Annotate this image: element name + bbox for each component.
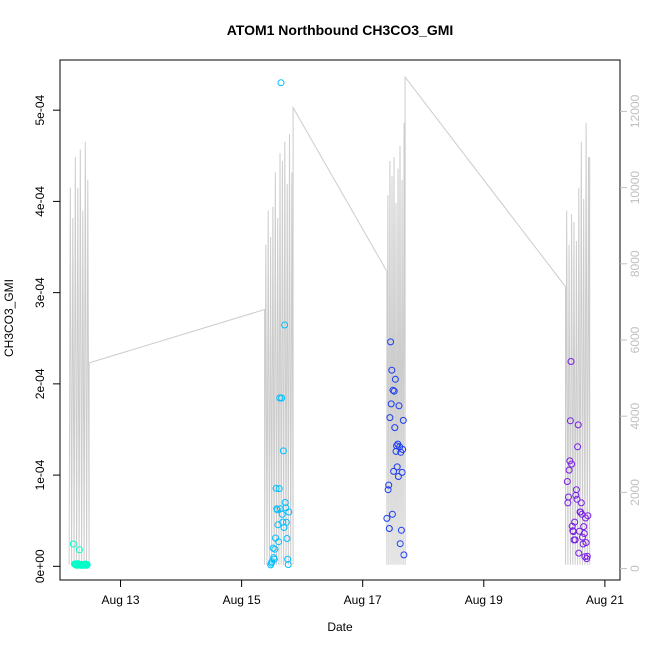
y2-tick-label: 12000 bbox=[628, 94, 642, 128]
data-point-flight-3 bbox=[388, 510, 396, 518]
y2-tick-label: 10000 bbox=[628, 171, 642, 205]
data-point-flight-4 bbox=[580, 523, 588, 531]
data-point-flight-2 bbox=[269, 544, 277, 552]
x-tick-label: Aug 13 bbox=[102, 593, 140, 607]
x-axis: Aug 13 Aug 15 Aug 17 Aug 19 Aug 21 bbox=[102, 580, 624, 607]
data-point-flight-2 bbox=[281, 499, 289, 506]
y2-tick-label: 0 bbox=[628, 565, 642, 572]
data-point-flight-3 bbox=[387, 400, 395, 408]
data-point-flight-3 bbox=[391, 375, 399, 383]
data-point-flight-2 bbox=[271, 545, 279, 553]
data-point-flight-2 bbox=[272, 484, 280, 492]
data-point-flight-4 bbox=[581, 553, 589, 561]
data-point-flight-2 bbox=[284, 555, 292, 563]
data-point-flight-4 bbox=[574, 421, 582, 429]
data-point-flight-2 bbox=[278, 394, 286, 402]
altitude-trace-line bbox=[68, 75, 591, 565]
data-point-flight-4 bbox=[571, 536, 579, 544]
data-point-flight-3 bbox=[391, 424, 399, 432]
data-point-flight-3 bbox=[389, 386, 397, 394]
y-tick-label: 1e-04 bbox=[33, 459, 47, 490]
data-point-flight-2 bbox=[285, 508, 293, 516]
secondary-y-axis: 0 2000 4000 6000 8000 10000 12000 bbox=[620, 94, 642, 572]
data-point-flight-3 bbox=[385, 481, 393, 489]
data-point-flight-3 bbox=[393, 442, 401, 450]
y2-tick-label: 2000 bbox=[628, 479, 642, 506]
data-point-flight-4 bbox=[583, 552, 591, 560]
data-point-flight-3 bbox=[395, 402, 403, 410]
x-tick-label: Aug 17 bbox=[344, 593, 382, 607]
data-point-flight-3 bbox=[397, 526, 405, 534]
plot-area-frame bbox=[59, 59, 621, 581]
data-point-flight-3 bbox=[394, 473, 402, 480]
data-point-flight-1 bbox=[75, 546, 83, 554]
data-point-flight-3 bbox=[390, 467, 398, 475]
data-point-flight-3 bbox=[398, 468, 406, 476]
data-point-flight-4 bbox=[566, 417, 574, 425]
data-point-flight-3 bbox=[388, 366, 396, 374]
data-point-flight-4 bbox=[572, 486, 580, 494]
data-point-flight-2 bbox=[270, 554, 278, 562]
data-point-flight-4 bbox=[573, 495, 581, 503]
data-point-flight-3 bbox=[393, 463, 401, 471]
data-point-flight-4 bbox=[577, 499, 585, 507]
data-point-flight-2 bbox=[277, 79, 285, 87]
data-point-flight-3 bbox=[396, 540, 404, 548]
data-point-flight-4 bbox=[582, 539, 590, 547]
data-point-flight-1 bbox=[78, 561, 86, 569]
data-point-flight-3 bbox=[400, 551, 408, 559]
data-point-flight-4 bbox=[574, 443, 582, 451]
data-point-flight-4 bbox=[580, 530, 588, 537]
x-tick-label: Aug 15 bbox=[223, 593, 261, 607]
data-point-flight-3 bbox=[399, 446, 407, 453]
data-point-flight-4 bbox=[563, 478, 571, 485]
y-tick-label: 5e-04 bbox=[33, 95, 47, 126]
data-point-flight-2 bbox=[282, 518, 290, 526]
data-point-flight-2 bbox=[275, 538, 283, 546]
y-tick-label: 4e-04 bbox=[33, 186, 47, 217]
data-point-flight-3 bbox=[399, 416, 407, 424]
y2-tick-label: 4000 bbox=[628, 403, 642, 430]
data-point-flight-2 bbox=[273, 506, 281, 514]
data-point-flight-2 bbox=[279, 447, 287, 455]
data-point-flight-4 bbox=[575, 549, 583, 557]
data-point-flight-2 bbox=[283, 535, 291, 542]
altitude-trace-layer bbox=[68, 75, 591, 565]
y2-tick-label: 6000 bbox=[628, 326, 642, 353]
data-point-flight-4 bbox=[565, 493, 572, 501]
data-point-flight-3 bbox=[385, 525, 393, 532]
data-point-flight-4 bbox=[571, 518, 579, 526]
data-point-flight-3 bbox=[390, 387, 398, 395]
data-point-flight-1 bbox=[81, 561, 89, 569]
data-point-flight-3 bbox=[387, 338, 395, 346]
data-points-layer bbox=[69, 79, 592, 569]
x-tick-label: Aug 21 bbox=[586, 593, 624, 607]
y-axis: 0e+00 1e-04 2e-04 3e-04 4e-04 5e-04 bbox=[33, 95, 60, 583]
data-point-flight-3 bbox=[383, 514, 391, 522]
data-point-flight-4 bbox=[584, 512, 592, 520]
data-point-flight-3 bbox=[384, 486, 392, 494]
data-point-flight-1 bbox=[69, 540, 77, 548]
data-point-flight-4 bbox=[565, 466, 573, 474]
data-point-flight-2 bbox=[284, 561, 292, 568]
chart-title: ATOM1 Northbound CH3CO3_GMI bbox=[227, 22, 454, 38]
data-point-flight-1 bbox=[83, 561, 91, 568]
data-point-flight-2 bbox=[281, 321, 289, 329]
data-point-flight-2 bbox=[275, 485, 283, 493]
data-point-flight-2 bbox=[278, 510, 286, 518]
x-tick-label: Aug 19 bbox=[465, 593, 503, 607]
y-tick-label: 3e-04 bbox=[33, 277, 47, 308]
data-point-flight-4 bbox=[582, 514, 589, 522]
data-point-flight-4 bbox=[568, 460, 576, 468]
y-axis-label: CH3CO3_GMI bbox=[2, 279, 16, 357]
y-tick-label: 2e-04 bbox=[33, 368, 47, 399]
data-point-flight-4 bbox=[579, 533, 586, 541]
data-point-flight-3 bbox=[386, 414, 394, 422]
x-axis-label: Date bbox=[327, 620, 353, 634]
y-tick-label: 0e+00 bbox=[33, 549, 47, 583]
data-point-flight-4 bbox=[567, 358, 575, 365]
y2-tick-label: 8000 bbox=[628, 250, 642, 277]
